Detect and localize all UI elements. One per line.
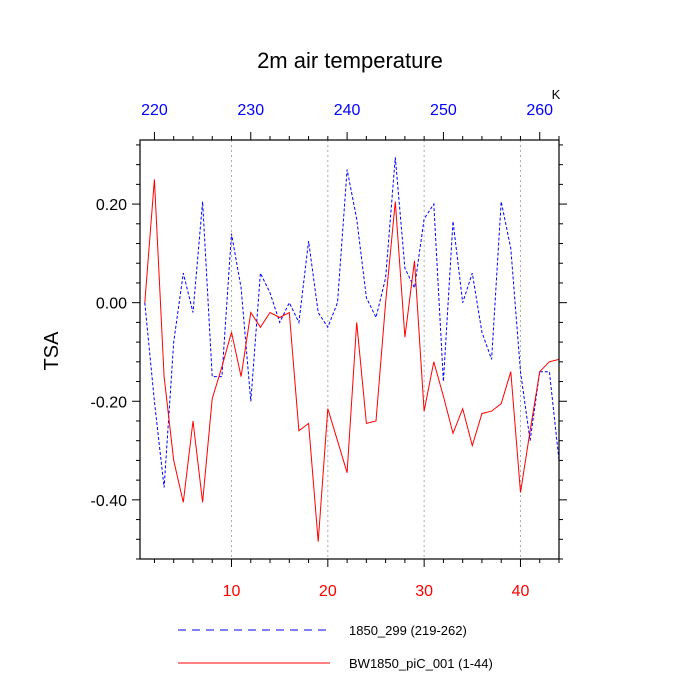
x-top-tick-label: 250 (430, 102, 457, 119)
x-top-tick-label: 230 (237, 102, 264, 119)
x-bottom-tick-label: 10 (223, 583, 241, 600)
x-top-tick-label: 220 (141, 102, 168, 119)
y-tick-label: -0.20 (91, 394, 128, 411)
x-bottom-tick-label: 20 (319, 583, 337, 600)
chart-title: 2m air temperature (257, 48, 443, 73)
y-tick-label: -0.40 (91, 493, 128, 510)
x-bottom-tick-label: 40 (512, 583, 530, 600)
y-tick-label: 0.20 (96, 197, 127, 214)
grid-lines (231, 140, 521, 559)
series-line-2 (144, 179, 560, 542)
legend: 1850_299 (219-262) BW1850_piC_001 (1-44) (178, 623, 493, 671)
x-top-tick-label: 260 (526, 102, 553, 119)
x-top-tick-label: 240 (334, 102, 361, 119)
x-bottom-tick-label: 30 (415, 583, 433, 600)
legend-label-2: BW1850_piC_001 (1-44) (349, 656, 493, 671)
axes: 0.20 0.00 -0.20 -0.40 10 20 30 40 220 230 240 250 26… (91, 102, 567, 600)
y-axis-label: TSA (41, 331, 63, 371)
legend-label-1: 1850_299 (219-262) (349, 623, 467, 638)
series-lines (144, 157, 560, 542)
y-tick-label: 0.00 (96, 296, 127, 313)
plot-frame (139, 139, 560, 560)
series-line-1 (144, 157, 560, 488)
top-axis-unit: K (552, 87, 561, 102)
